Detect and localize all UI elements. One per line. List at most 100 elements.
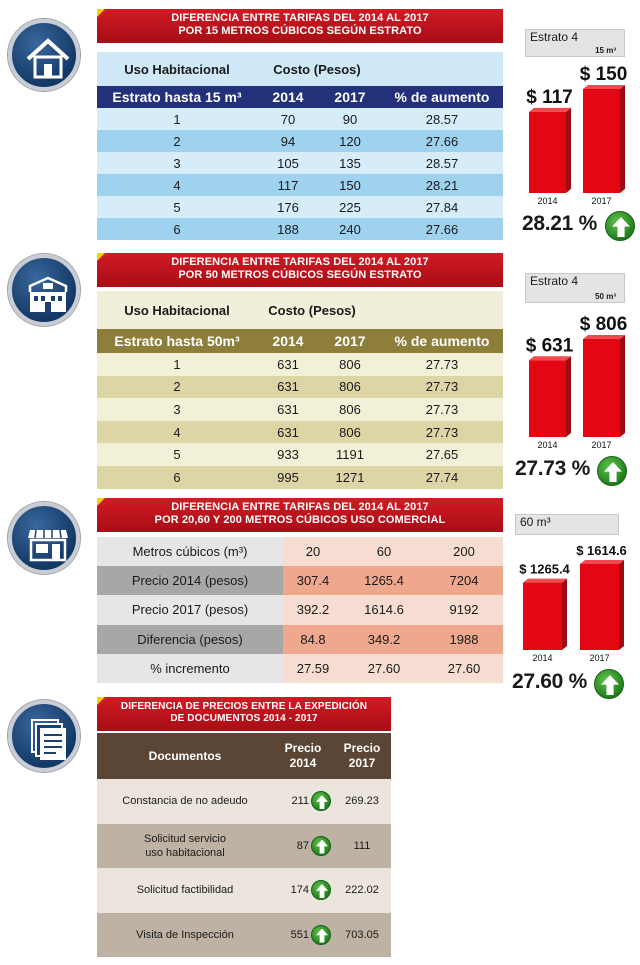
increase-cell: 27.73: [425, 379, 459, 395]
up-arrow-icon: [311, 880, 331, 900]
header-precio-2014: Precio 2014: [284, 741, 322, 770]
price-2017-cell: 90: [342, 111, 358, 127]
table-row: 6 188 240 27.66: [97, 218, 503, 240]
price-2017-cell: 806: [339, 379, 361, 395]
table-row: Precio 2014 (pesos) 307.4 1265.4 7204: [97, 566, 503, 596]
document-name-cell: Solicitud servicio uso habitacional: [144, 832, 226, 859]
header-2014: 2014: [272, 333, 304, 349]
price-2014-cell: 631: [277, 424, 299, 440]
m200-cell: 200: [453, 544, 475, 560]
price-2014-cell: 94: [280, 133, 296, 149]
estrato-cell: 6: [173, 221, 181, 237]
header-2014: 2014: [272, 89, 304, 105]
group-label: Uso Habitacional: [124, 302, 230, 318]
increase-cell: 27.73: [425, 401, 459, 417]
bar-top-2014: [529, 107, 571, 112]
price-2017-cell: 240: [339, 221, 361, 237]
increase-cell: 27.66: [425, 221, 459, 237]
group-label: Uso Habitacional: [124, 61, 230, 77]
section2-banner-line2: POR 50 METROS CÚBICOS SEGÚN ESTRATO: [178, 269, 422, 281]
m20-cell: 84.8: [300, 631, 326, 647]
chart2-tag-sub: 50 m³: [595, 292, 616, 301]
label-cell: Precio 2017 (pesos): [97, 595, 283, 625]
chart1-tag-sub: 15 m³: [595, 46, 616, 55]
values-bg: [283, 624, 503, 654]
bar-2017: [580, 564, 619, 650]
price-2017-cell: 135: [339, 155, 361, 171]
section4-banner-line1: DIFERENCIA DE PRECIOS ENTRE LA EXPEDICIÓ…: [120, 701, 368, 712]
up-arrow-icon: [597, 456, 627, 486]
bar-top-2017: [580, 560, 624, 564]
label-cell: Precio 2014 (pesos): [97, 566, 283, 596]
price-2014-cell: 995: [277, 469, 299, 485]
table-row: 5 176 225 27.84: [97, 196, 503, 218]
chart3-bar-chart: $ 1265.4 2014 $ 1614.6 2017: [519, 543, 627, 663]
section1-banner: DIFERENCIA ENTRE TARIFAS DEL 2014 AL 201…: [97, 9, 503, 43]
section4-banner: DIFERENCIA DE PRECIOS ENTRE LA EXPEDICIÓ…: [97, 697, 391, 731]
header-precio-2017: Precio 2017: [343, 741, 381, 770]
m20-cell: 392.2: [296, 602, 330, 618]
price-2014-cell: 188: [277, 221, 299, 237]
price-2014-cell: 631: [277, 401, 299, 417]
m60-cell: 27.60: [367, 660, 401, 676]
price-2017-cell: 806: [339, 424, 361, 440]
cost-label: Costo (Pesos): [268, 302, 356, 318]
document-name-cell: Solicitud factibilidad: [136, 884, 234, 897]
chart2-increase: 27.73 %: [515, 457, 590, 480]
chart3-tag: 60 m³: [515, 514, 619, 535]
table-row: Precio 2017 (pesos) 392.2 1614.6 9192: [97, 595, 503, 625]
bar-2017: [583, 339, 620, 437]
store-icon: [28, 529, 68, 562]
m60-cell: 1614.6: [364, 602, 404, 618]
bar-category-label: 2017: [589, 653, 609, 663]
price-2014-cell: 87: [296, 839, 309, 852]
documents-icon: [31, 719, 66, 760]
bar-value-label: $ 150: [580, 64, 628, 85]
header-documentos: Documentos: [148, 749, 222, 763]
bar-category-label: 2014: [532, 653, 552, 663]
values-bg: [283, 537, 503, 567]
chart2-tag: Estrato 4 50 m³: [525, 273, 625, 303]
increase-cell: 27.74: [425, 469, 459, 485]
table-row: 4 117 150 28.21: [97, 174, 503, 196]
values-bg: [283, 653, 503, 683]
section3-banner-line2: POR 20,60 Y 200 METROS CÚBICOS USO COMER…: [154, 514, 446, 526]
chart3-increase: 27.60 %: [512, 670, 587, 693]
chart3-tag-label: 60 m³: [520, 515, 551, 529]
section2-table: Uso Habitacional Costo (Pesos) Estrato h…: [97, 291, 503, 489]
document-name-cell: Visita de Inspección: [136, 928, 234, 941]
bar-category-label: 2014: [537, 196, 557, 206]
price-2014-cell: 176: [277, 199, 299, 215]
section2-header-row: Estrato hasta 50m³ 2014 2017 % de aument…: [97, 329, 503, 353]
price-2017-cell: 150: [339, 177, 361, 193]
bar-side-2017: [620, 85, 625, 193]
document-name-cell: Constancia de no adeudo: [122, 795, 248, 808]
estrato-cell: 1: [173, 356, 181, 372]
price-2014-cell: 933: [277, 447, 299, 463]
up-arrow-icon: [605, 211, 635, 241]
chart2-bar-chart: $ 631 2014 $ 806 2017: [526, 314, 628, 450]
price-2017-cell: 269.23: [345, 795, 379, 808]
section1-table: Uso Habitacional Costo (Pesos) Estrato h…: [97, 52, 503, 240]
bar-top-2014: [529, 356, 571, 361]
values-bg: [283, 566, 503, 596]
estrato-cell: 3: [173, 401, 181, 417]
estrato-cell: 6: [173, 469, 181, 485]
values-bg: [283, 595, 503, 625]
table-row: 5 933 1191 27.65: [97, 443, 503, 466]
bar-value-label: $ 631: [526, 335, 574, 356]
store-icon-badge: [8, 502, 80, 574]
header-estrato: Estrato hasta 50m³: [114, 333, 240, 349]
section3-table: Metros cúbicos (m³) 20 60 200 Precio 2014 (p…: [97, 537, 503, 683]
price-2017-cell: 120: [339, 133, 361, 149]
bar-side-2014: [566, 356, 571, 437]
price-2017-cell: 806: [339, 356, 361, 372]
table-row: Solicitud servicio uso habitacional 87 111: [97, 823, 391, 868]
m200-cell: 27.60: [447, 660, 481, 676]
estrato-cell: 5: [173, 447, 181, 463]
bar-value-label: $ 117: [526, 87, 573, 108]
table-row: 2 631 806 27.73: [97, 375, 503, 399]
bar-top-2017: [583, 335, 625, 339]
building-icon: [28, 276, 68, 312]
estrato-cell: 4: [173, 177, 181, 193]
